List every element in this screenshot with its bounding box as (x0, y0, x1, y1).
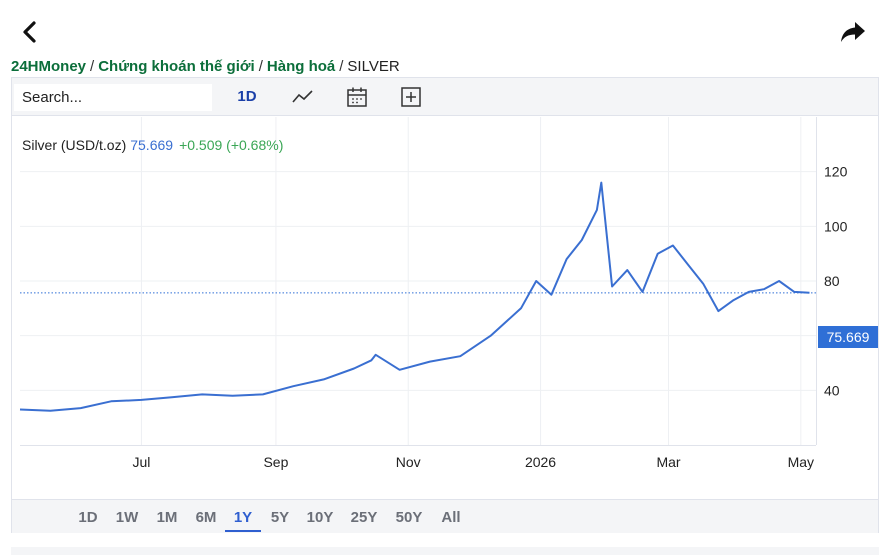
period-1w-button[interactable]: 1W (115, 509, 139, 526)
chart-legend: Silver (USD/t.oz) 75.669 +0.509 (+0.68%) (22, 137, 283, 153)
breadcrumb-link-home[interactable]: 24HMoney (11, 58, 87, 75)
calendar-icon[interactable] (344, 85, 370, 109)
chart-area[interactable]: 406080100120JulSepNov2026MarMay Silver (… (12, 117, 878, 531)
y-tick-label: 120 (824, 164, 848, 180)
price-chart[interactable]: 406080100120JulSepNov2026MarMay (12, 117, 878, 499)
x-tick-label: Mar (656, 454, 680, 470)
period-5y-button[interactable]: 5Y (270, 509, 290, 526)
x-tick-label: Jul (133, 454, 151, 470)
add-indicator-icon[interactable] (398, 85, 424, 109)
top-bar (0, 0, 884, 56)
breadcrumb-current: SILVER (347, 58, 400, 75)
period-10y-button[interactable]: 10Y (306, 509, 334, 526)
period-1d-button[interactable]: 1D (78, 509, 98, 526)
period-50y-button[interactable]: 50Y (395, 509, 423, 526)
chevron-left-icon[interactable] (16, 18, 44, 46)
legend-last-price: 75.669 (130, 137, 174, 153)
symbol-search-input[interactable] (14, 84, 212, 111)
y-tick-label: 100 (824, 218, 848, 234)
breadcrumb-separator: / (90, 58, 95, 75)
period-1y-button[interactable]: 1Y (233, 509, 253, 526)
active-period-underline (225, 530, 261, 532)
x-tick-label: May (788, 454, 814, 470)
legend-change: +0.509 (+0.68%) (179, 137, 284, 153)
y-tick-label: 80 (824, 273, 840, 289)
breadcrumb-link-commodities[interactable]: Hàng hoá (266, 58, 336, 75)
breadcrumb-separator: / (258, 58, 263, 75)
chart-widget: 1D 406080100120JulSepNov2026MarMay Silve… (11, 77, 879, 533)
x-tick-label: 2026 (525, 454, 556, 470)
next-section-edge (11, 547, 879, 555)
period-6m-button[interactable]: 6M (195, 509, 217, 526)
x-tick-label: Sep (263, 454, 288, 470)
breadcrumb-separator: / (339, 58, 344, 75)
breadcrumb: 24HMoney / Chứng khoán thế giới / Hàng hoá / S… (11, 58, 400, 76)
breadcrumb-link-world-stocks[interactable]: Chứng khoán thế giới (98, 58, 255, 75)
period-25y-button[interactable]: 25Y (350, 509, 378, 526)
period-all-button[interactable]: All (441, 509, 461, 526)
chart-toolbar: 1D (12, 78, 878, 116)
interval-button[interactable]: 1D (237, 88, 257, 105)
period-bar: 1D 1W 1M 6M 1Y 5Y 10Y 25Y 50Y All (12, 499, 878, 533)
x-tick-label: Nov (396, 454, 421, 470)
share-arrow-icon[interactable] (838, 18, 868, 46)
y-tick-label: 40 (824, 382, 840, 398)
price-series-line (19, 181, 810, 412)
last-price-tag: 75.669 (818, 326, 878, 348)
period-1m-button[interactable]: 1M (156, 509, 178, 526)
legend-symbol: Silver (USD/t.oz) (22, 137, 127, 153)
line-chart-icon[interactable] (290, 85, 316, 109)
